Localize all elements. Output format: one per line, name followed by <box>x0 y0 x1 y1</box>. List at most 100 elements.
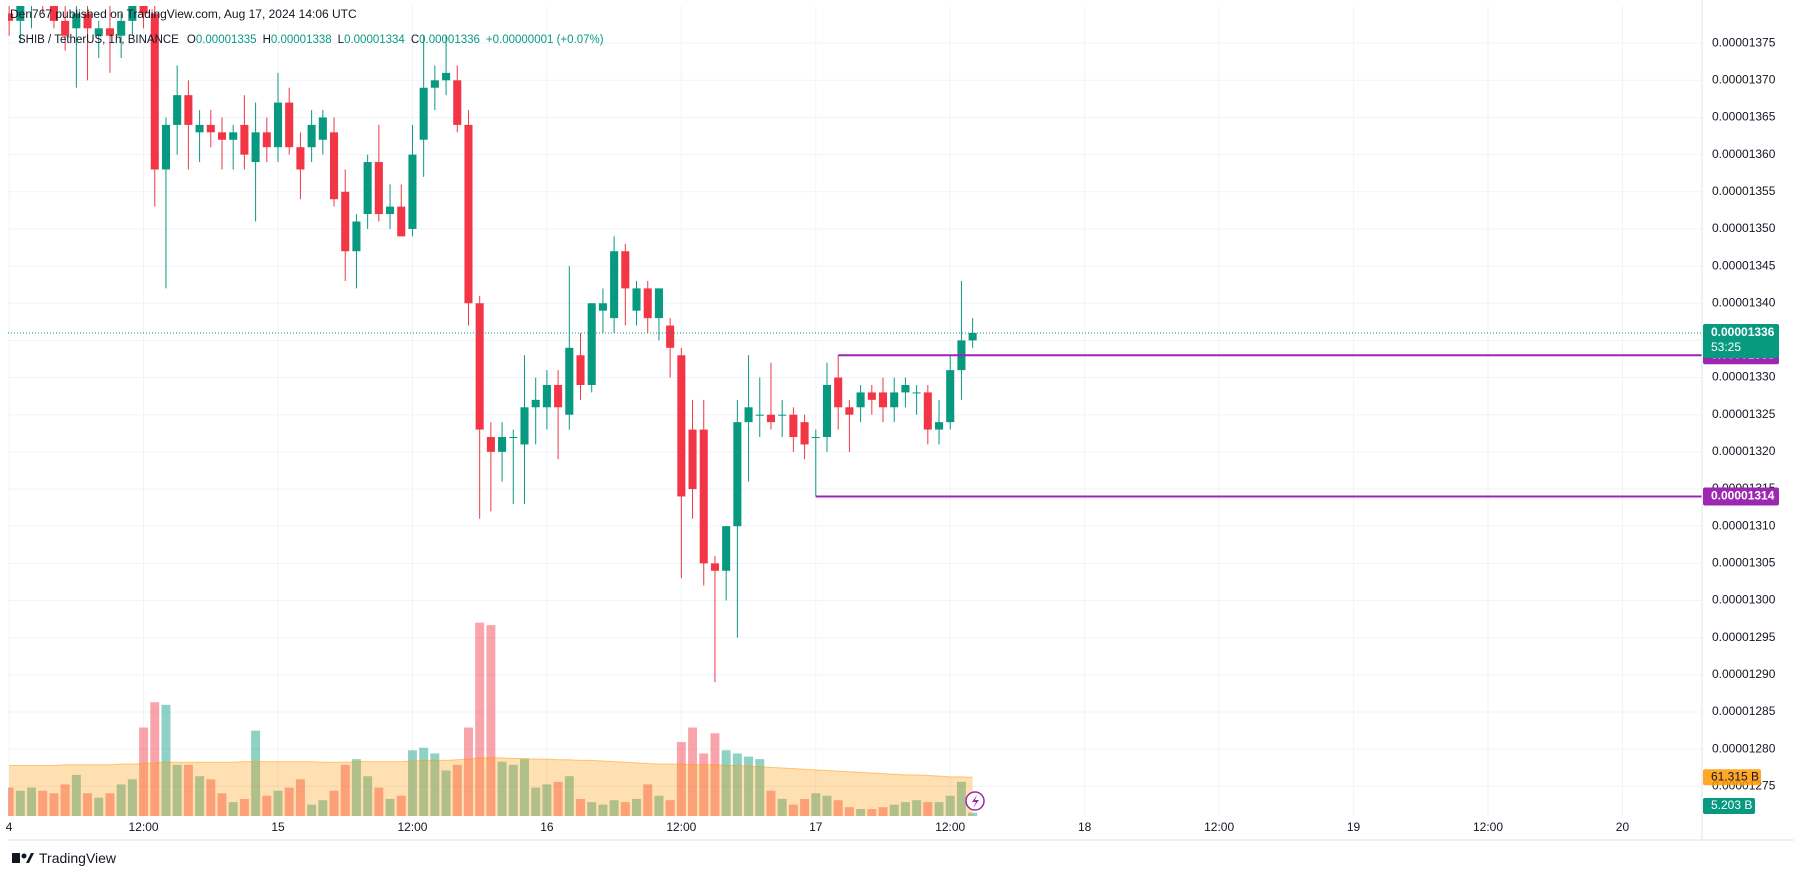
candle-body <box>72 13 81 29</box>
candle-body <box>509 437 518 439</box>
volume-bar <box>486 625 496 816</box>
volume-bar <box>553 781 563 816</box>
footer: TradingView <box>12 850 116 866</box>
y-tick-label: 0.00001295 <box>1712 630 1776 644</box>
candle-body <box>733 422 742 527</box>
legend-key: H <box>262 34 271 46</box>
volume-bar <box>508 764 518 816</box>
candle-body <box>934 422 944 430</box>
x-tick-label: 12:00 <box>129 820 159 834</box>
candle-body <box>923 392 932 430</box>
x-tick-label: 12:00 <box>935 820 965 834</box>
y-tick-label: 0.00001305 <box>1712 556 1776 570</box>
volume-pane <box>8 622 978 816</box>
candle-body <box>565 347 574 415</box>
volume-bar <box>217 793 227 816</box>
candle-body <box>83 13 92 29</box>
volume-last-box <box>1703 798 1755 814</box>
candle-body <box>363 162 372 215</box>
volume-bar <box>340 764 350 816</box>
candle-body <box>430 80 439 88</box>
candle-body <box>845 407 854 415</box>
volume-bar <box>27 787 37 816</box>
volume-bar <box>912 800 922 816</box>
y-tick-label: 0.00001340 <box>1712 295 1776 309</box>
volume-bar <box>363 776 373 816</box>
candle-body <box>61 20 70 36</box>
candle-body <box>699 429 708 564</box>
candle-body <box>822 384 832 438</box>
volume-bar <box>318 800 328 816</box>
volume-bar <box>665 800 675 816</box>
candle-body <box>341 191 350 252</box>
volume-bar <box>38 790 48 816</box>
axes: 0.000012750.000012800.000012850.00001290… <box>6 35 1779 834</box>
volume-bar <box>83 793 93 816</box>
candle-body <box>542 384 551 408</box>
x-tick-label: 16 <box>540 820 554 834</box>
volume-bar <box>94 797 104 816</box>
volume-bar <box>811 793 821 816</box>
volume-bar <box>463 727 473 816</box>
volume-bar <box>441 770 451 816</box>
candle-body <box>161 124 171 170</box>
candle-body <box>755 414 764 416</box>
legend-change: +0.00000001 (+0.07%) <box>485 34 604 46</box>
legend: SHIB / TetherUS, 1h, BINANCE O0.00001335 H… <box>18 34 610 46</box>
candle-body <box>251 132 260 163</box>
volume-bar <box>520 759 529 816</box>
y-tick-label: 0.00001320 <box>1712 444 1776 458</box>
volume-bar <box>531 787 541 816</box>
x-tick-label: 12:00 <box>397 820 427 834</box>
volume-bar <box>284 787 294 816</box>
candle-body <box>654 288 663 319</box>
candle-body <box>498 437 507 452</box>
candle-body <box>598 303 607 311</box>
candle-body <box>610 251 619 319</box>
volume-bar <box>60 784 70 816</box>
volume-bar <box>262 795 272 816</box>
candle-body <box>285 102 294 148</box>
volume-bar <box>923 802 933 816</box>
symbol: SHIB / TetherUS, 1h, BINANCE <box>18 34 179 46</box>
volume-bar <box>609 800 619 816</box>
candle-body <box>464 124 473 304</box>
candle-body <box>117 20 126 36</box>
x-tick-label: 12:00 <box>666 820 696 834</box>
candle-body <box>94 28 103 36</box>
volume-bar <box>195 776 205 816</box>
volume-bar <box>945 795 955 816</box>
legend-value: 0.00001338 <box>270 34 332 46</box>
legend-key: C <box>410 34 420 46</box>
x-tick-label: 20 <box>1616 820 1630 834</box>
volume-bar <box>800 798 810 816</box>
candle-body <box>240 124 249 155</box>
x-tick-label: 12:00 <box>1473 820 1503 834</box>
price-label-box <box>1703 323 1779 358</box>
candle-body <box>195 124 204 133</box>
candle-body <box>105 28 114 36</box>
volume-ma-label: 61.315 B <box>1711 769 1759 783</box>
y-tick-label: 0.00001300 <box>1712 593 1776 607</box>
volume-bar <box>844 807 854 816</box>
volume-bar <box>49 793 59 816</box>
x-tick-label: 19 <box>1347 820 1361 834</box>
volume-bar <box>755 759 765 816</box>
countdown: 53:25 <box>1711 340 1741 354</box>
candle-body <box>217 132 227 140</box>
candle-body <box>677 355 686 497</box>
candle-body <box>386 206 395 215</box>
candle-body <box>206 124 215 133</box>
candle-body <box>800 422 809 445</box>
volume-bar <box>632 798 642 816</box>
legend-value: 0.00001336 <box>419 34 480 46</box>
volume-bar <box>688 727 698 816</box>
price-pane <box>8 6 1702 683</box>
candle-body <box>8 13 14 21</box>
candle-body <box>867 392 876 400</box>
candle-body <box>486 437 495 452</box>
volume-bar <box>116 784 126 816</box>
volume-bar <box>139 727 149 816</box>
volume-bar <box>878 807 888 816</box>
candle-body <box>397 206 406 237</box>
